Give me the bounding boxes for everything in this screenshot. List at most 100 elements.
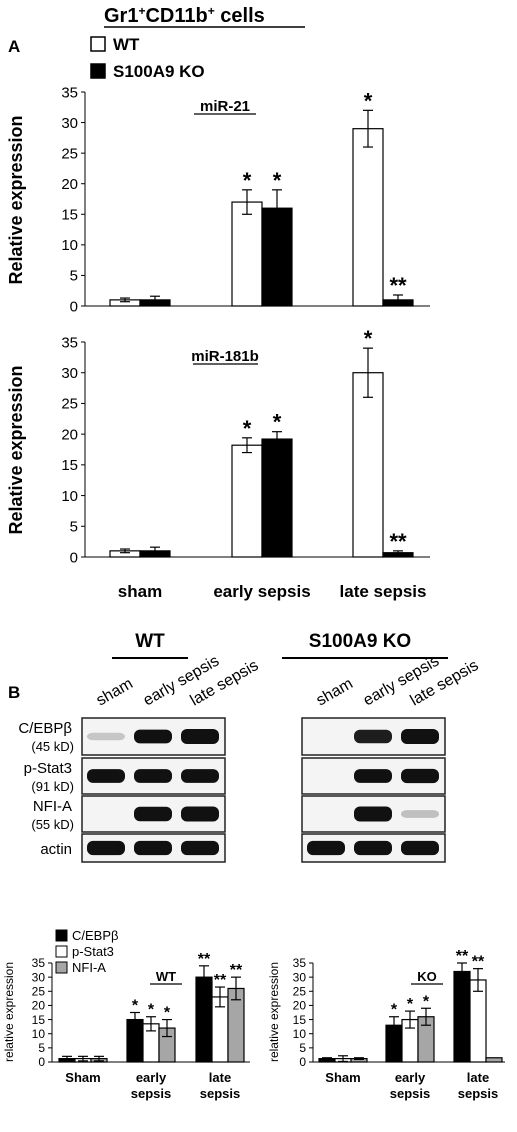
significance-mark: * <box>148 1002 155 1019</box>
blot-band <box>87 732 125 741</box>
blot-band <box>401 840 439 856</box>
y-tick-label: 25 <box>61 145 78 162</box>
blot-group-title: WT <box>135 631 165 652</box>
x-category-label: late sepsis <box>340 582 427 601</box>
y-tick-label: 0 <box>70 549 78 566</box>
y-tick-label: 0 <box>38 1055 45 1069</box>
blot-band <box>354 729 392 744</box>
x-category-label-line2: sepsis <box>200 1086 240 1101</box>
bar-chart-2: 0 5 10 15 20 25 30 35 Relative expression miR-181… <box>6 326 430 566</box>
significance-mark: * <box>132 998 139 1015</box>
chart-title: miR-181b <box>191 348 259 365</box>
bar <box>231 444 263 558</box>
blot-band <box>401 768 439 784</box>
chart-title: WT <box>156 969 176 984</box>
panel-label-b: B <box>8 683 20 702</box>
significance-mark: ** <box>456 948 469 965</box>
y-tick-label: 10 <box>293 1027 307 1041</box>
significance-mark: * <box>364 326 373 351</box>
y-tick-label: 25 <box>32 984 46 998</box>
y-tick-label: 5 <box>70 268 78 285</box>
legend-swatch <box>55 929 68 942</box>
chart-title: miR-21 <box>200 98 250 115</box>
blot-row-size: (45 kD) <box>31 739 74 754</box>
significance-mark: ** <box>214 972 227 989</box>
y-tick-label: 15 <box>293 1013 307 1027</box>
y-tick-label: 30 <box>61 115 78 132</box>
y-tick-label: 15 <box>61 457 78 474</box>
blot-band <box>307 840 345 856</box>
bar <box>352 372 384 558</box>
y-tick-label: 20 <box>61 176 78 193</box>
blot-row-label: C/EBPβ <box>18 720 72 737</box>
y-tick-label: 5 <box>299 1041 306 1055</box>
x-category-label-line2: sepsis <box>458 1086 498 1101</box>
legend-swatch-ko <box>90 63 106 79</box>
significance-mark: * <box>391 1002 398 1019</box>
y-tick-label: 25 <box>61 396 78 413</box>
y-tick-label: 5 <box>38 1041 45 1055</box>
y-axis-label: relative expression <box>2 962 16 1062</box>
blot-band <box>354 840 392 856</box>
bar <box>352 128 384 307</box>
legend-swatch <box>55 961 68 974</box>
y-tick-label: 10 <box>61 237 78 254</box>
x-category-label: sham <box>118 582 162 601</box>
blot-band <box>181 729 219 744</box>
y-tick-label: 0 <box>299 1055 306 1069</box>
figure-title: Gr1+CD11b+ cells <box>104 4 265 27</box>
x-category-label-line2: sepsis <box>390 1086 430 1101</box>
panel-label-a: A <box>8 37 20 56</box>
blot-band <box>354 806 392 822</box>
x-category-label: late <box>467 1070 489 1085</box>
blot-band <box>87 769 125 783</box>
x-category-label: early sepsis <box>213 582 310 601</box>
blot-row-label: NFI-A <box>33 798 72 815</box>
significance-mark: ** <box>472 954 485 971</box>
significance-mark: * <box>273 168 282 193</box>
y-tick-label: 10 <box>61 488 78 505</box>
blot-row-label: actin <box>40 841 72 858</box>
y-axis-label: relative expression <box>267 962 281 1062</box>
y-tick-label: 20 <box>293 999 307 1013</box>
bar <box>453 970 471 1063</box>
x-category-label: early <box>136 1070 167 1085</box>
significance-mark: * <box>364 88 373 113</box>
y-tick-label: 0 <box>70 298 78 315</box>
y-tick-label: 35 <box>61 84 78 101</box>
y-tick-label: 15 <box>61 207 78 224</box>
y-tick-label: 25 <box>293 984 307 998</box>
blot-band <box>134 806 172 822</box>
x-category-label-line2: sepsis <box>131 1086 171 1101</box>
legend-label: NFI-A <box>72 960 106 975</box>
significance-mark: ** <box>230 962 243 979</box>
blot-band <box>181 840 219 856</box>
x-category-label: Sham <box>65 1070 100 1085</box>
bar <box>231 201 263 307</box>
legend-swatch-wt <box>90 36 106 52</box>
significance-mark: * <box>423 993 430 1010</box>
significance-mark: ** <box>198 951 211 968</box>
bar <box>261 438 293 558</box>
bar <box>195 976 213 1063</box>
significance-mark: ** <box>389 273 407 298</box>
significance-mark: ** <box>389 529 407 554</box>
blot-band <box>134 769 172 783</box>
significance-mark: * <box>164 1005 171 1022</box>
y-axis-label: Relative expression <box>6 365 26 534</box>
y-tick-label: 10 <box>32 1027 46 1041</box>
blot-row-label: p-Stat3 <box>24 760 72 777</box>
legend-swatch <box>55 945 68 958</box>
bar-chart-1: 0 5 10 15 20 25 30 35 Relative expression miR-21 *… <box>6 84 430 601</box>
significance-mark: * <box>407 996 414 1013</box>
blot-band <box>354 769 392 783</box>
significance-mark: * <box>243 168 252 193</box>
blot-band <box>87 840 125 856</box>
legend-label: p-Stat3 <box>72 944 114 959</box>
